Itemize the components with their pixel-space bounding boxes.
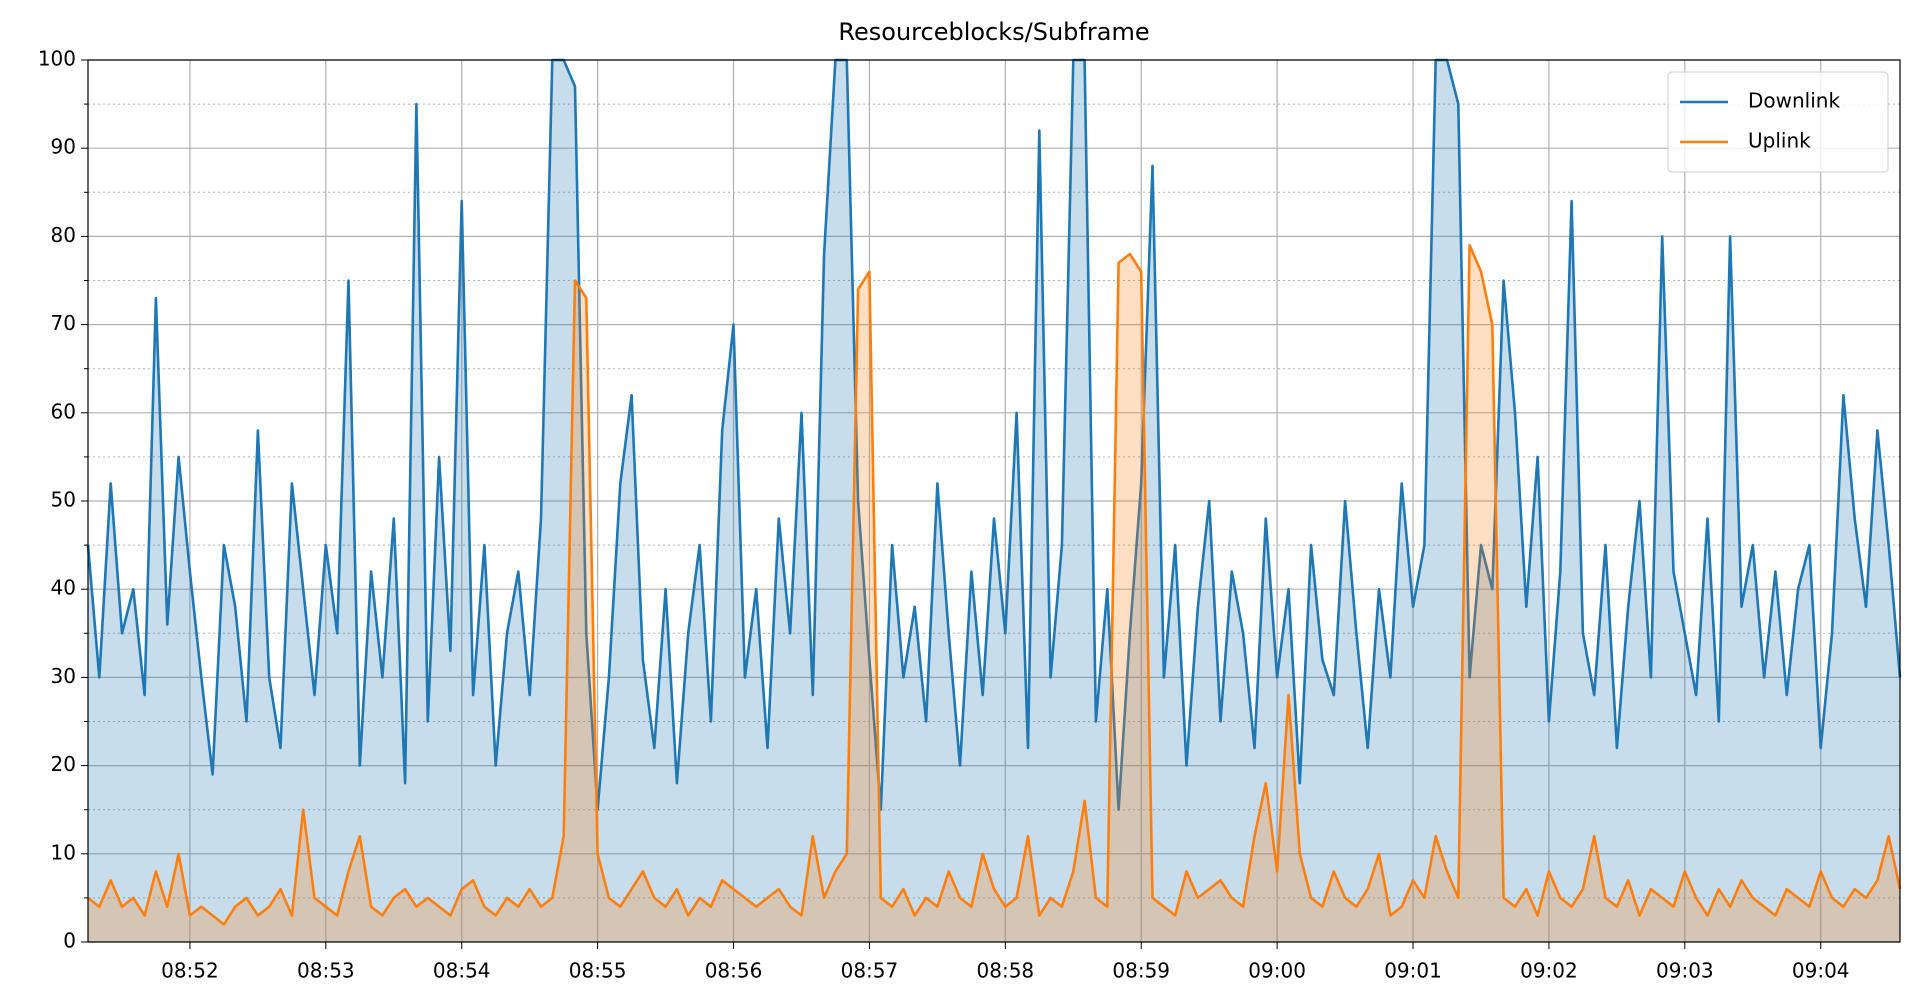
x-tick-label: 08:54 (433, 959, 491, 983)
y-tick-label: 20 (51, 752, 76, 776)
x-tick-label: 09:00 (1248, 959, 1306, 983)
y-tick-label: 10 (51, 840, 76, 864)
y-tick-label: 30 (51, 664, 76, 688)
x-tick-label: 09:04 (1792, 959, 1850, 983)
chart-title: Resourceblocks/Subframe (838, 18, 1149, 46)
x-tick-label: 08:56 (705, 959, 763, 983)
x-tick-label: 08:58 (977, 959, 1035, 983)
area (88, 60, 1900, 942)
legend-label: Uplink (1748, 129, 1811, 153)
x-tick-label: 09:02 (1520, 959, 1578, 983)
x-tick-label: 08:53 (297, 959, 355, 983)
legend-label: Downlink (1748, 89, 1840, 113)
y-tick-label: 60 (51, 399, 76, 423)
legend-box (1667, 71, 1889, 173)
x-tick-label: 09:03 (1656, 959, 1714, 983)
x-tick-label: 08:59 (1112, 959, 1170, 983)
x-tick-label: 08:52 (161, 959, 219, 983)
y-tick-label: 50 (51, 488, 76, 512)
x-tick-label: 08:55 (569, 959, 627, 983)
plot-frame (87, 59, 1901, 943)
y-tick-label: 0 (63, 929, 76, 953)
line (86, 58, 1902, 811)
y-tick-label: 40 (51, 576, 76, 600)
y-tick-label: 100 (38, 47, 76, 71)
y-tick-label: 90 (51, 135, 76, 159)
y-tick-label: 70 (51, 311, 76, 335)
y-tick-label: 80 (51, 223, 76, 247)
line (87, 243, 1902, 926)
x-tick-label: 08:57 (841, 959, 899, 983)
x-tick-label: 09:01 (1384, 959, 1442, 983)
